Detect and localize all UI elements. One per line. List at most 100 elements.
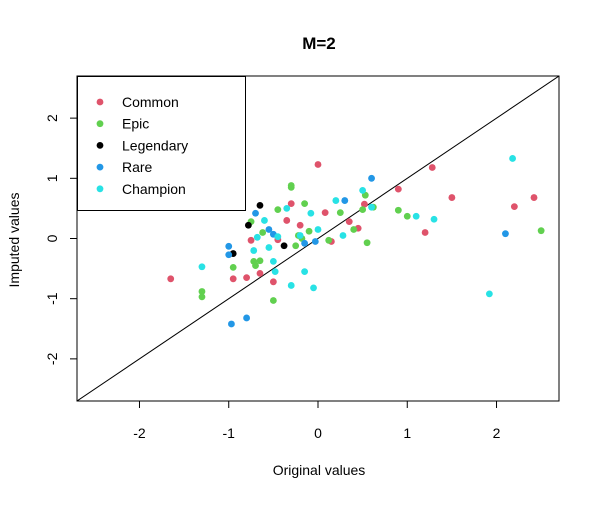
legend-label-champion: Champion xyxy=(122,181,186,197)
legend-marker-legendary xyxy=(96,142,104,149)
data-point-epic-19 xyxy=(350,226,358,233)
data-point-champion-11 xyxy=(301,268,309,276)
data-point-common-0 xyxy=(167,275,175,283)
data-point-common-3 xyxy=(247,236,255,244)
data-point-epic-2 xyxy=(229,263,237,271)
data-point-champion-9 xyxy=(287,282,295,289)
data-point-epic-17 xyxy=(325,236,333,244)
series-champion-points xyxy=(198,155,516,298)
x-tick-label-3: 1 xyxy=(403,425,411,441)
legend-marker-epic xyxy=(96,120,104,128)
data-point-rare-8 xyxy=(311,238,319,245)
data-point-champion-20 xyxy=(430,215,438,223)
data-point-champion-8 xyxy=(283,205,291,212)
data-point-common-20 xyxy=(510,203,518,211)
data-point-rare-3 xyxy=(243,314,250,322)
data-point-rare-5 xyxy=(265,226,273,233)
data-point-champion-15 xyxy=(332,197,340,204)
data-point-common-13 xyxy=(345,218,353,226)
y-tick-label-0: -2 xyxy=(44,352,60,365)
x-tick-label-4: 2 xyxy=(493,425,501,441)
data-point-champion-22 xyxy=(509,155,516,162)
data-point-common-15 xyxy=(361,200,368,208)
y-tick-label-1: -1 xyxy=(44,292,60,305)
data-point-epic-9 xyxy=(274,206,282,214)
x-tick-label-1: -1 xyxy=(223,425,236,441)
y-tick-label-3: 1 xyxy=(44,174,60,182)
data-point-champion-0 xyxy=(198,263,206,271)
data-point-champion-18 xyxy=(368,203,375,211)
legend-label-legendary: Legendary xyxy=(122,137,188,153)
data-point-rare-11 xyxy=(502,230,509,238)
data-point-champion-12 xyxy=(307,209,315,217)
legend-marker-common xyxy=(96,98,104,106)
data-point-common-5 xyxy=(269,278,277,286)
data-point-champion-14 xyxy=(314,226,322,233)
data-point-epic-6 xyxy=(256,257,264,265)
data-point-legendary-2 xyxy=(256,201,264,209)
data-point-rare-9 xyxy=(341,197,349,204)
y-axis-label: Imputed values xyxy=(6,193,22,288)
data-point-epic-24 xyxy=(394,206,402,214)
data-point-epic-20 xyxy=(359,206,367,214)
chart-title: M=2 xyxy=(302,34,336,53)
data-point-champion-3 xyxy=(261,217,268,224)
y-tick-label-4: 2 xyxy=(44,114,60,122)
legend-box xyxy=(77,76,246,211)
data-point-rare-4 xyxy=(252,209,259,217)
data-point-legendary-3 xyxy=(280,242,288,250)
data-point-common-11 xyxy=(321,209,329,217)
data-point-champion-7 xyxy=(274,233,282,241)
data-point-champion-16 xyxy=(339,232,347,239)
data-point-common-9 xyxy=(296,221,304,229)
data-point-epic-22 xyxy=(363,239,371,247)
data-point-champion-13 xyxy=(310,284,317,292)
data-point-common-18 xyxy=(428,164,436,171)
legend-label-epic: Epic xyxy=(122,116,149,132)
data-point-epic-18 xyxy=(336,209,344,217)
data-point-common-16 xyxy=(394,185,402,193)
data-point-common-21 xyxy=(530,194,538,201)
data-point-champion-19 xyxy=(412,212,420,220)
data-point-epic-11 xyxy=(287,183,295,191)
data-point-rare-1 xyxy=(225,251,233,259)
data-point-epic-8 xyxy=(269,297,277,304)
data-point-champion-1 xyxy=(250,247,258,254)
data-point-common-7 xyxy=(283,217,291,224)
data-point-rare-7 xyxy=(301,239,309,247)
series-rare-points xyxy=(225,174,509,328)
data-point-champion-17 xyxy=(359,186,367,194)
data-point-epic-1 xyxy=(198,293,206,301)
data-point-epic-7 xyxy=(259,229,267,236)
legend-label-common: Common xyxy=(122,94,179,110)
data-point-rare-0 xyxy=(225,242,233,250)
legend-label-rare: Rare xyxy=(122,159,153,175)
data-point-rare-2 xyxy=(228,320,235,328)
identity-reference-line xyxy=(77,76,559,401)
x-tick-label-0: -2 xyxy=(133,425,146,441)
data-point-epic-26 xyxy=(537,227,545,235)
data-point-epic-12 xyxy=(292,242,300,250)
x-axis-label: Original values xyxy=(273,462,366,478)
data-point-champion-10 xyxy=(296,232,304,239)
data-point-common-1 xyxy=(229,275,237,283)
data-point-common-4 xyxy=(256,270,264,277)
data-point-legendary-1 xyxy=(244,221,252,229)
legend-marker-champion xyxy=(96,185,104,193)
data-point-champion-4 xyxy=(265,244,273,251)
data-point-epic-0 xyxy=(198,288,206,295)
data-point-common-10 xyxy=(314,161,322,168)
data-point-champion-2 xyxy=(253,233,261,241)
data-point-common-19 xyxy=(448,194,456,201)
x-tick-label-2: 0 xyxy=(314,425,322,441)
data-point-epic-25 xyxy=(403,212,411,220)
data-point-common-17 xyxy=(421,229,429,236)
legend-marker-rare xyxy=(96,163,104,171)
data-point-epic-15 xyxy=(301,200,309,207)
data-point-epic-5 xyxy=(252,262,259,269)
data-point-epic-16 xyxy=(305,227,313,235)
y-tick-label-2: 0 xyxy=(44,234,60,242)
data-point-rare-10 xyxy=(368,174,375,182)
